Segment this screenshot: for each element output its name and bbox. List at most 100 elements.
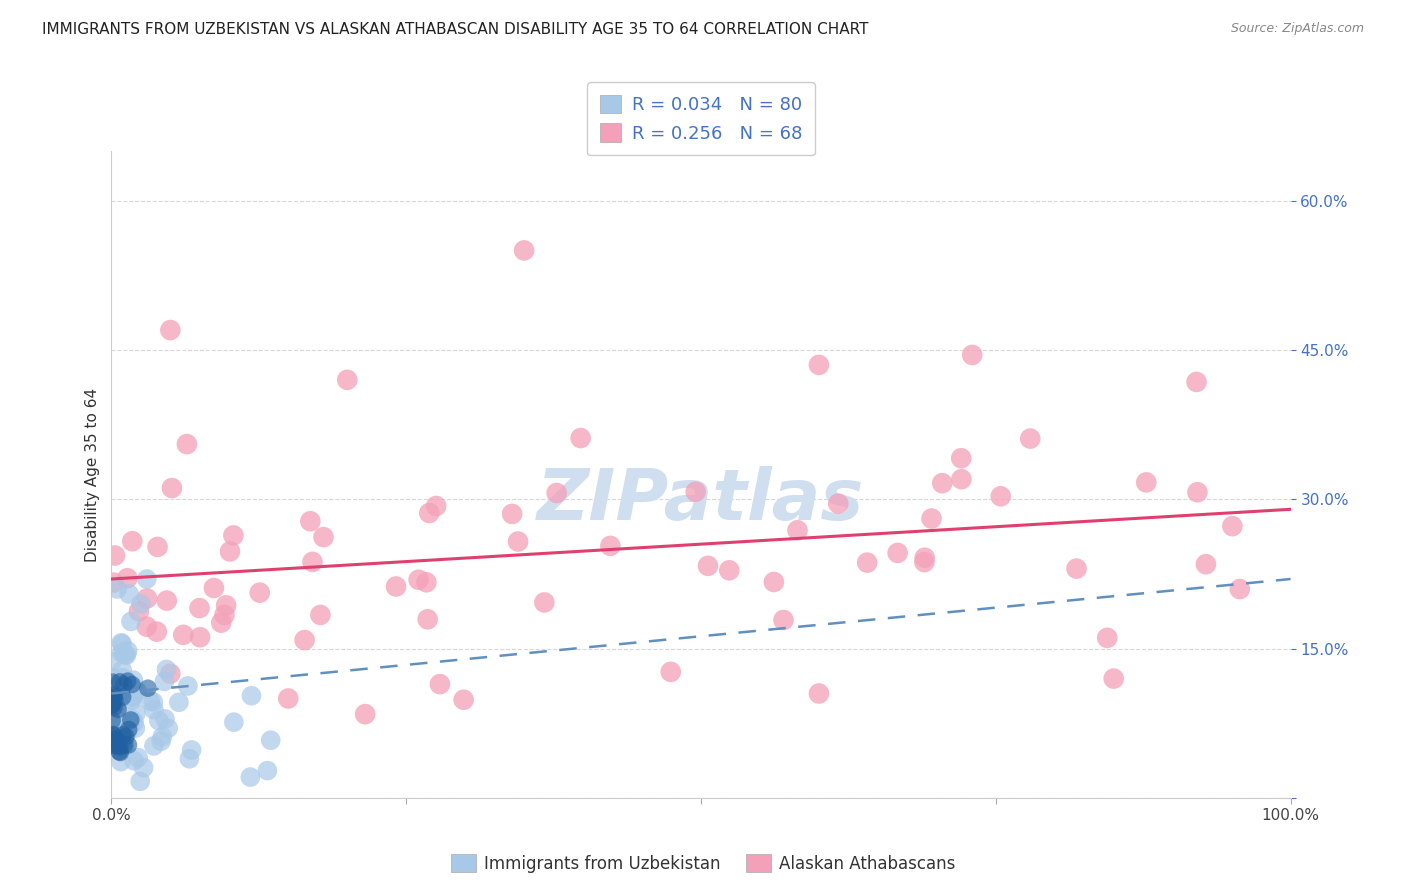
Point xyxy=(127,684,149,698)
Text: IMMIGRANTS FROM UZBEKISTAN VS ALASKAN ATHABASCAN DISABILITY AGE 35 TO 64 CORRELA: IMMIGRANTS FROM UZBEKISTAN VS ALASKAN AT… xyxy=(42,22,869,37)
Point xyxy=(108,739,131,754)
Point xyxy=(103,709,125,723)
Point xyxy=(336,373,359,387)
Point xyxy=(176,437,198,451)
Point xyxy=(100,701,122,715)
Point xyxy=(153,674,176,689)
Point xyxy=(103,690,125,705)
Point xyxy=(215,599,238,613)
Point xyxy=(121,693,143,707)
Point xyxy=(108,680,131,694)
Point xyxy=(110,636,132,650)
Point xyxy=(429,677,451,691)
Point xyxy=(697,558,720,573)
Point xyxy=(950,472,973,486)
Point xyxy=(425,499,447,513)
Point xyxy=(101,692,124,706)
Point xyxy=(156,593,179,607)
Point xyxy=(1195,558,1218,572)
Point xyxy=(277,691,299,706)
Point xyxy=(103,700,125,714)
Point xyxy=(408,573,430,587)
Point xyxy=(136,681,159,696)
Point xyxy=(110,746,132,760)
Point xyxy=(120,615,142,629)
Point xyxy=(960,348,983,362)
Point xyxy=(914,550,936,565)
Point xyxy=(177,679,200,693)
Point xyxy=(418,506,440,520)
Point xyxy=(309,607,332,622)
Point xyxy=(118,723,141,737)
Point xyxy=(107,739,129,753)
Point xyxy=(135,572,157,586)
Point xyxy=(108,674,131,689)
Point xyxy=(104,732,127,747)
Point xyxy=(219,544,242,558)
Point xyxy=(416,612,439,626)
Point xyxy=(239,770,262,784)
Point xyxy=(312,530,335,544)
Point xyxy=(120,716,142,731)
Point xyxy=(240,689,263,703)
Point xyxy=(1187,485,1209,500)
Text: Source: ZipAtlas.com: Source: ZipAtlas.com xyxy=(1230,22,1364,36)
Point xyxy=(105,733,128,747)
Point xyxy=(599,539,621,553)
Y-axis label: Disability Age 35 to 64: Disability Age 35 to 64 xyxy=(86,387,100,561)
Point xyxy=(145,624,167,639)
Point xyxy=(107,690,129,704)
Point xyxy=(202,581,225,595)
Point xyxy=(127,750,149,764)
Point xyxy=(112,676,135,690)
Point xyxy=(101,671,124,685)
Point xyxy=(135,620,157,634)
Point xyxy=(886,546,908,560)
Point xyxy=(1222,519,1244,533)
Point xyxy=(260,733,283,747)
Point xyxy=(1229,582,1251,596)
Point xyxy=(931,476,953,491)
Point xyxy=(155,662,177,676)
Point xyxy=(108,745,131,759)
Point xyxy=(104,720,127,734)
Point xyxy=(105,684,128,698)
Point xyxy=(101,698,124,712)
Point xyxy=(249,585,271,599)
Point xyxy=(950,451,973,466)
Point xyxy=(150,730,173,744)
Point xyxy=(142,695,165,709)
Point xyxy=(1019,432,1042,446)
Point xyxy=(121,712,143,726)
Point xyxy=(103,575,125,590)
Legend: Immigrants from Uzbekistan, Alaskan Athabascans: Immigrants from Uzbekistan, Alaskan Atha… xyxy=(444,847,962,880)
Point xyxy=(114,739,136,753)
Point xyxy=(111,690,134,705)
Point xyxy=(120,713,142,727)
Point xyxy=(1066,561,1088,575)
Point xyxy=(1097,631,1119,645)
Point xyxy=(415,575,437,590)
Point xyxy=(172,628,194,642)
Point xyxy=(108,693,131,707)
Point xyxy=(129,774,152,789)
Point xyxy=(112,724,135,739)
Point xyxy=(112,738,135,752)
Point xyxy=(856,556,879,570)
Point xyxy=(921,511,943,525)
Point xyxy=(122,754,145,768)
Point xyxy=(1102,672,1125,686)
Point xyxy=(112,645,135,659)
Point xyxy=(139,694,162,708)
Point xyxy=(107,728,129,742)
Point xyxy=(107,702,129,716)
Point xyxy=(1185,375,1208,389)
Point xyxy=(501,507,523,521)
Point xyxy=(142,739,165,753)
Point xyxy=(506,534,529,549)
Point xyxy=(110,731,132,746)
Point xyxy=(104,705,127,719)
Point xyxy=(101,697,124,711)
Point xyxy=(101,734,124,748)
Point xyxy=(114,678,136,692)
